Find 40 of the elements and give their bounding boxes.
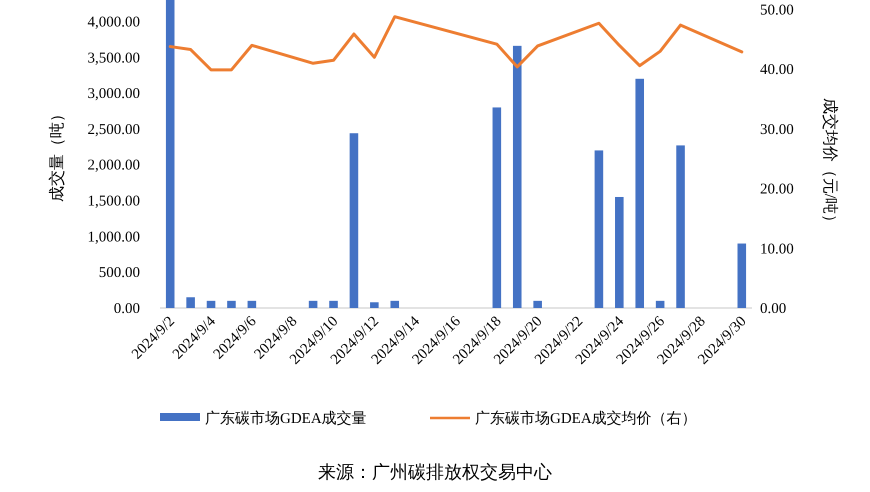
y2-tick-label: 40.00 (760, 62, 794, 78)
y-tick-label: 0.00 (114, 301, 140, 317)
line-series (168, 15, 744, 72)
y2-axis-title: 成交均价（元/吨） (821, 98, 839, 230)
bar (738, 244, 746, 308)
y2-tick-label: 10.00 (760, 241, 794, 258)
bar (512, 46, 522, 308)
bar (370, 302, 379, 308)
y-tick-label: 1,000.00 (88, 229, 140, 246)
bar (350, 133, 358, 308)
bar (533, 300, 542, 308)
legend-label: 广东碳市场GDEA成交量 (205, 410, 367, 427)
bar (676, 145, 685, 308)
bar (308, 300, 318, 308)
bar (390, 300, 400, 308)
y-axis-title: 成交量（吨） (48, 106, 66, 202)
source-note: 来源：广州碳排放权交易中心 (318, 462, 552, 482)
bar (227, 300, 236, 308)
bar (492, 107, 502, 308)
legend-label: 广东碳市场GDEA成交均价（右） (475, 410, 697, 427)
y-tick-label: 500.00 (98, 265, 140, 282)
y2-tick-label: 50.00 (760, 2, 794, 19)
bar (656, 300, 664, 308)
bar (166, 0, 174, 308)
bar (329, 300, 338, 308)
y2-tick-label: 20.00 (760, 182, 794, 198)
y-tick-label: 4,000.00 (88, 14, 140, 30)
bar (186, 297, 195, 308)
bar (206, 300, 216, 308)
bar (615, 196, 624, 308)
y-tick-label: 2,500.00 (88, 122, 140, 138)
y-tick-label: 2,000.00 (88, 158, 140, 174)
y-tick-label: 3,500.00 (88, 50, 140, 66)
y2-tick-label: 0.00 (760, 301, 786, 317)
bar (248, 300, 256, 308)
y-tick-label: 3,000.00 (88, 86, 140, 102)
y2-tick-label: 30.00 (760, 122, 794, 138)
bar (594, 150, 604, 308)
y-tick-label: 1,500.00 (88, 194, 140, 210)
bar (635, 78, 644, 308)
